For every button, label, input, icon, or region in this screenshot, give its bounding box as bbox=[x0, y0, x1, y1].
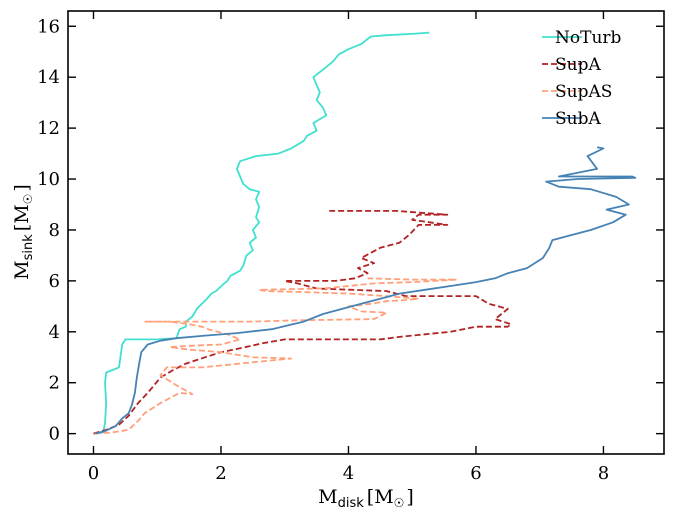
series-line-supas bbox=[94, 277, 458, 435]
x-tick-label: 0 bbox=[88, 463, 99, 484]
legend-label-supa: SupA bbox=[555, 55, 601, 75]
y-tick-label: 4 bbox=[49, 322, 60, 343]
legend-label-suba: SubA bbox=[555, 109, 601, 129]
legend: NoTurb SupA SupAS SubA bbox=[542, 28, 622, 129]
y-tick-label: 8 bbox=[49, 220, 60, 241]
y-axis-label: Msink[M☉] bbox=[11, 184, 36, 280]
x-axis-label: Mdisk [M☉] bbox=[318, 486, 414, 511]
y-tick-label: 12 bbox=[37, 118, 60, 139]
y-tick-label: 10 bbox=[37, 169, 60, 190]
x-tick-label: 4 bbox=[343, 463, 354, 484]
series-layer bbox=[93, 31, 637, 435]
x-tick-label: 8 bbox=[598, 463, 609, 484]
x-tick-label: 2 bbox=[215, 463, 226, 484]
y-tick-label: 14 bbox=[37, 67, 60, 88]
x-tick-label: 6 bbox=[470, 463, 481, 484]
y-tick-label: 0 bbox=[49, 424, 60, 445]
y-tick-label: 16 bbox=[37, 16, 60, 37]
legend-label-supas: SupAS bbox=[555, 82, 612, 102]
ticks-layer: 0 2 4 6 8 0 2 4 6 8 10 12 14 16 bbox=[37, 11, 664, 484]
series-line-noturb bbox=[94, 31, 430, 435]
y-tick-label: 6 bbox=[49, 271, 60, 292]
y-tick-label: 2 bbox=[49, 373, 60, 394]
series-line-supa bbox=[93, 210, 512, 435]
series-line-suba bbox=[95, 146, 637, 435]
plot-area bbox=[67, 10, 665, 455]
legend-label-noturb: NoTurb bbox=[555, 28, 622, 48]
plot-frame bbox=[67, 10, 665, 455]
